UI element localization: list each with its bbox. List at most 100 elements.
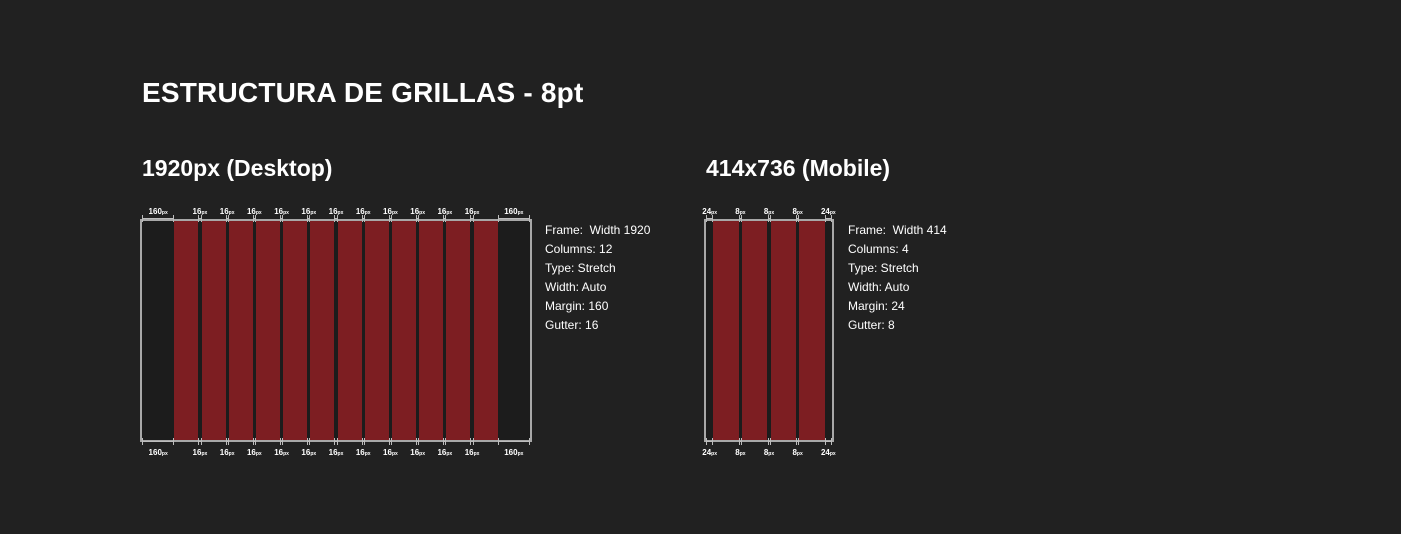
desktop-gutter-top-indicator [198,213,202,225]
desktop-margin-right-bottom-label: 160px [504,448,524,457]
desktop-grid-column [337,221,362,440]
desktop-gutter-bottom-label: 16px [301,448,317,457]
desktop-gutter-bottom-label: 16px [464,448,480,457]
desktop-gutter-top-label: 16px [192,207,208,216]
spec-type: Type: Stretch [848,261,919,275]
spec-margin: Margin: 24 [848,299,905,313]
desktop-margin-left-bottom-indicator [142,436,175,448]
desktop-gutter-top-indicator [252,213,256,225]
mobile-margin-right-bottom-indicator [824,436,832,448]
mobile-margin-right-top-label: 24px [820,207,836,216]
desktop-gutter-bottom-indicator [225,436,229,448]
desktop-gutter-top-label: 16px [328,207,344,216]
mobile-grid-column [713,221,739,440]
desktop-gutter-bottom-indicator [388,436,393,448]
desktop-gutter-top-label: 16px [355,207,371,216]
desktop-gutter-top-indicator [470,213,474,225]
desktop-gutter-bottom-label: 16px [437,448,453,457]
desktop-gutter-top-indicator [416,213,420,225]
desktop-gutter-top-label: 16px [464,207,480,216]
page-title: ESTRUCTURA DE GRILLAS - 8pt [142,77,584,108]
desktop-gutter-top-indicator [279,213,284,225]
desktop-grid-column [310,221,335,440]
mobile-margin-right-bottom-label: 24px [820,448,836,457]
spec-frame: Frame: Width 414 [848,223,947,237]
mobile-gutter-top-label: 8px [735,207,746,216]
desktop-gutter-bottom-indicator [252,436,256,448]
mobile-gutter-top-indicator [738,213,742,225]
desktop-grid-column [201,221,226,440]
mobile-margin-left-bottom-label: 24px [702,448,718,457]
desktop-grid-column [255,221,280,440]
mobile-gutter-bottom-indicator [767,436,771,448]
desktop-gutter-bottom-label: 16px [410,448,426,457]
desktop-gutter-top-indicator [334,213,338,225]
desktop-gutter-bottom-indicator [307,436,311,448]
desktop-margin-left-top-indicator [142,213,175,225]
desktop-gutter-top-indicator [388,213,393,225]
desktop-grid-heading: 1920px (Desktop) [142,155,333,181]
desktop-gutter-bottom-indicator [443,436,447,448]
mobile-grid-column [741,221,768,440]
desktop-margin-right-top-label: 160px [504,207,524,216]
desktop-grid-column [473,221,498,440]
desktop-gutter-top-label: 16px [219,207,235,216]
desktop-gutter-top-label: 16px [383,207,398,216]
mobile-grid-specs: Frame: Width 414 Columns: 4 Type: Stretc… [848,221,947,335]
desktop-gutter-top-label: 16px [246,207,262,216]
desktop-gutter-bottom-label: 16px [383,448,398,457]
desktop-gutter-top-indicator [443,213,447,225]
spec-frame: Frame: Width 1920 [545,223,651,237]
desktop-gutter-top-label: 16px [274,207,289,216]
desktop-grid-column [419,221,444,440]
desktop-grid-specs: Frame: Width 1920 Columns: 12 Type: Stre… [545,221,650,335]
desktop-margin-right-bottom-indicator [497,436,530,448]
desktop-gutter-bottom-label: 16px [246,448,262,457]
mobile-grid-column [799,221,825,440]
desktop-margin-left-bottom-label: 160px [148,448,168,457]
desktop-gutter-top-indicator [225,213,229,225]
mobile-margin-left-top-label: 24px [702,207,718,216]
desktop-gutter-bottom-indicator [416,436,420,448]
desktop-grid-column [283,221,308,440]
desktop-grid-column [446,221,471,440]
spec-gutter: Gutter: 8 [848,318,895,332]
desktop-gutter-bottom-indicator [198,436,202,448]
desktop-grid-column [364,221,389,440]
desktop-gutter-bottom-indicator [279,436,284,448]
desktop-margin-right-top-indicator [497,213,530,225]
spec-gutter: Gutter: 16 [545,318,599,332]
desktop-gutter-bottom-label: 16px [328,448,344,457]
mobile-grid-frame [704,219,834,442]
mobile-gutter-top-indicator [796,213,800,225]
mobile-grid-heading: 414x736 (Mobile) [706,155,891,181]
desktop-grid-column [174,221,199,440]
mobile-gutter-top-indicator [767,213,771,225]
spec-columns: Columns: 4 [848,242,909,256]
mobile-gutter-bottom-indicator [796,436,800,448]
spec-margin: Margin: 160 [545,299,609,313]
desktop-gutter-bottom-label: 16px [355,448,371,457]
spec-type: Type: Stretch [545,261,616,275]
desktop-grid-frame [140,219,532,442]
mobile-grid-column [770,221,797,440]
desktop-gutter-bottom-label: 16px [192,448,208,457]
desktop-grid-column [392,221,416,440]
desktop-grid-column [228,221,253,440]
mobile-gutter-top-label: 8px [763,207,775,216]
desktop-gutter-bottom-label: 16px [274,448,289,457]
desktop-gutter-top-label: 16px [301,207,317,216]
mobile-gutter-bottom-label: 8px [735,448,746,457]
desktop-margin-left-top-label: 160px [148,207,168,216]
desktop-gutter-top-indicator [307,213,311,225]
mobile-margin-right-top-indicator [824,213,832,225]
desktop-gutter-top-label: 16px [410,207,426,216]
mobile-gutter-bottom-label: 8px [792,448,803,457]
mobile-gutter-bottom-label: 8px [763,448,775,457]
spec-width: Width: Auto [848,280,910,294]
desktop-gutter-bottom-indicator [334,436,338,448]
spec-width: Width: Auto [545,280,607,294]
mobile-margin-left-bottom-indicator [706,436,714,448]
mobile-gutter-top-label: 8px [792,207,803,216]
desktop-gutter-bottom-label: 16px [219,448,235,457]
